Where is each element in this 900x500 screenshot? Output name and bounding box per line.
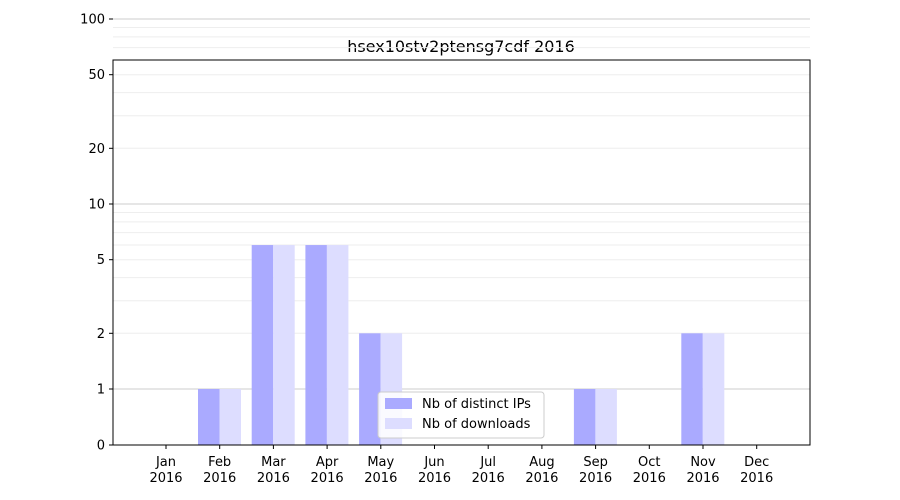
plot-frame <box>112 59 811 446</box>
bar-distinct-ips <box>681 333 703 445</box>
y-tick-label: 10 <box>88 198 105 213</box>
x-tick-label-month: Mar <box>261 455 286 470</box>
x-tick-label-month: May <box>367 455 394 470</box>
x-tick-label-year: 2016 <box>472 471 505 486</box>
bar-distinct-ips <box>198 389 220 445</box>
x-tick-label-year: 2016 <box>740 471 773 486</box>
x-tick-label-month: Aug <box>529 455 554 470</box>
x-tick-label-month: Jun <box>423 455 444 470</box>
y-tick-label: 20 <box>88 142 105 157</box>
legend-label: Nb of downloads <box>422 417 531 432</box>
y-axis: 0 1 2 5 10 20 50 100 <box>80 13 113 454</box>
bar-distinct-ips <box>251 245 274 445</box>
bars <box>198 245 725 445</box>
x-tick-label-month: Jan <box>155 455 176 470</box>
y-tick-label: 100 <box>80 13 105 28</box>
bar-downloads <box>219 389 241 445</box>
x-tick-label-year: 2016 <box>149 471 182 486</box>
x-tick-label-year: 2016 <box>257 471 290 486</box>
x-tick-label-month: Apr <box>316 455 339 470</box>
x-tick-label-year: 2016 <box>203 471 236 486</box>
legend-swatch <box>385 398 412 409</box>
x-tick-label-year: 2016 <box>311 471 344 486</box>
y-tick-label: 50 <box>88 68 105 83</box>
x-tick-label-month: Nov <box>690 455 716 470</box>
y-tick-label: 1 <box>97 383 105 398</box>
bar-distinct-ips <box>573 389 596 445</box>
x-tick-label-year: 2016 <box>418 471 451 486</box>
x-tick-label-year: 2016 <box>579 471 612 486</box>
legend: Nb of distinct IPs Nb of downloads <box>377 391 545 439</box>
y-tick-label: 2 <box>97 327 105 342</box>
grid <box>113 18 810 390</box>
chart-title: hsex10stv2ptensg7cdf 2016 <box>347 37 575 56</box>
bar-distinct-ips <box>359 333 381 445</box>
bar-downloads <box>702 333 725 445</box>
x-tick-label-year: 2016 <box>525 471 558 486</box>
x-tick-label-year: 2016 <box>686 471 719 486</box>
y-tick-label: 5 <box>97 253 105 268</box>
bar-downloads <box>326 245 349 445</box>
x-tick-label-month: Oct <box>638 455 660 470</box>
x-tick-label-month: Sep <box>583 455 608 470</box>
x-axis: Jan2016Feb2016Mar2016Apr2016May2016Jun20… <box>149 445 773 486</box>
x-tick-label-month: Dec <box>744 455 769 470</box>
legend-box <box>377 391 545 439</box>
legend-label: Nb of distinct IPs <box>422 397 531 412</box>
x-tick-label-year: 2016 <box>364 471 397 486</box>
x-tick-label-year: 2016 <box>633 471 666 486</box>
x-tick-label-month: Jul <box>479 455 496 470</box>
x-tick-label-month: Feb <box>208 455 231 470</box>
bar-distinct-ips <box>305 245 327 445</box>
bar-downloads <box>595 389 617 445</box>
legend-swatch <box>385 418 412 429</box>
y-tick-label: 0 <box>97 439 105 454</box>
bar-downloads <box>273 245 295 445</box>
